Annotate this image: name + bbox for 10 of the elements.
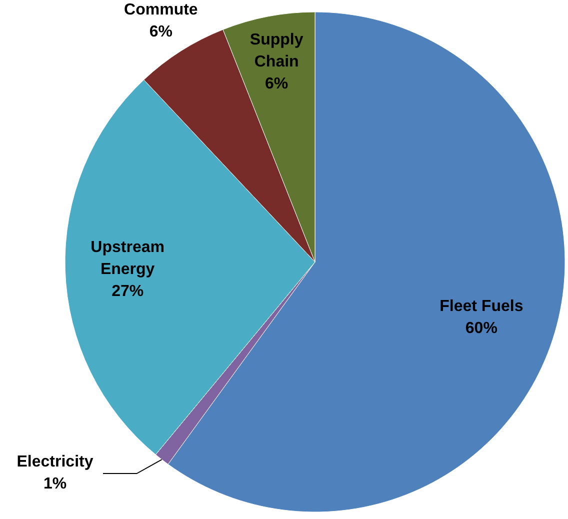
data-label: 60% [465, 320, 498, 338]
slice-label: Upstream Energy [90, 238, 164, 278]
data-label: 6% [149, 23, 173, 40]
data-label: 27% [112, 282, 144, 300]
data-label: 6% [265, 76, 288, 93]
slice-label: Commute [124, 1, 198, 18]
slice-label: Supply Chain [250, 32, 304, 71]
slice-label: Electricity [16, 454, 94, 471]
data-label: 1% [43, 476, 67, 493]
slice-label: Fleet Fuels [440, 298, 524, 316]
